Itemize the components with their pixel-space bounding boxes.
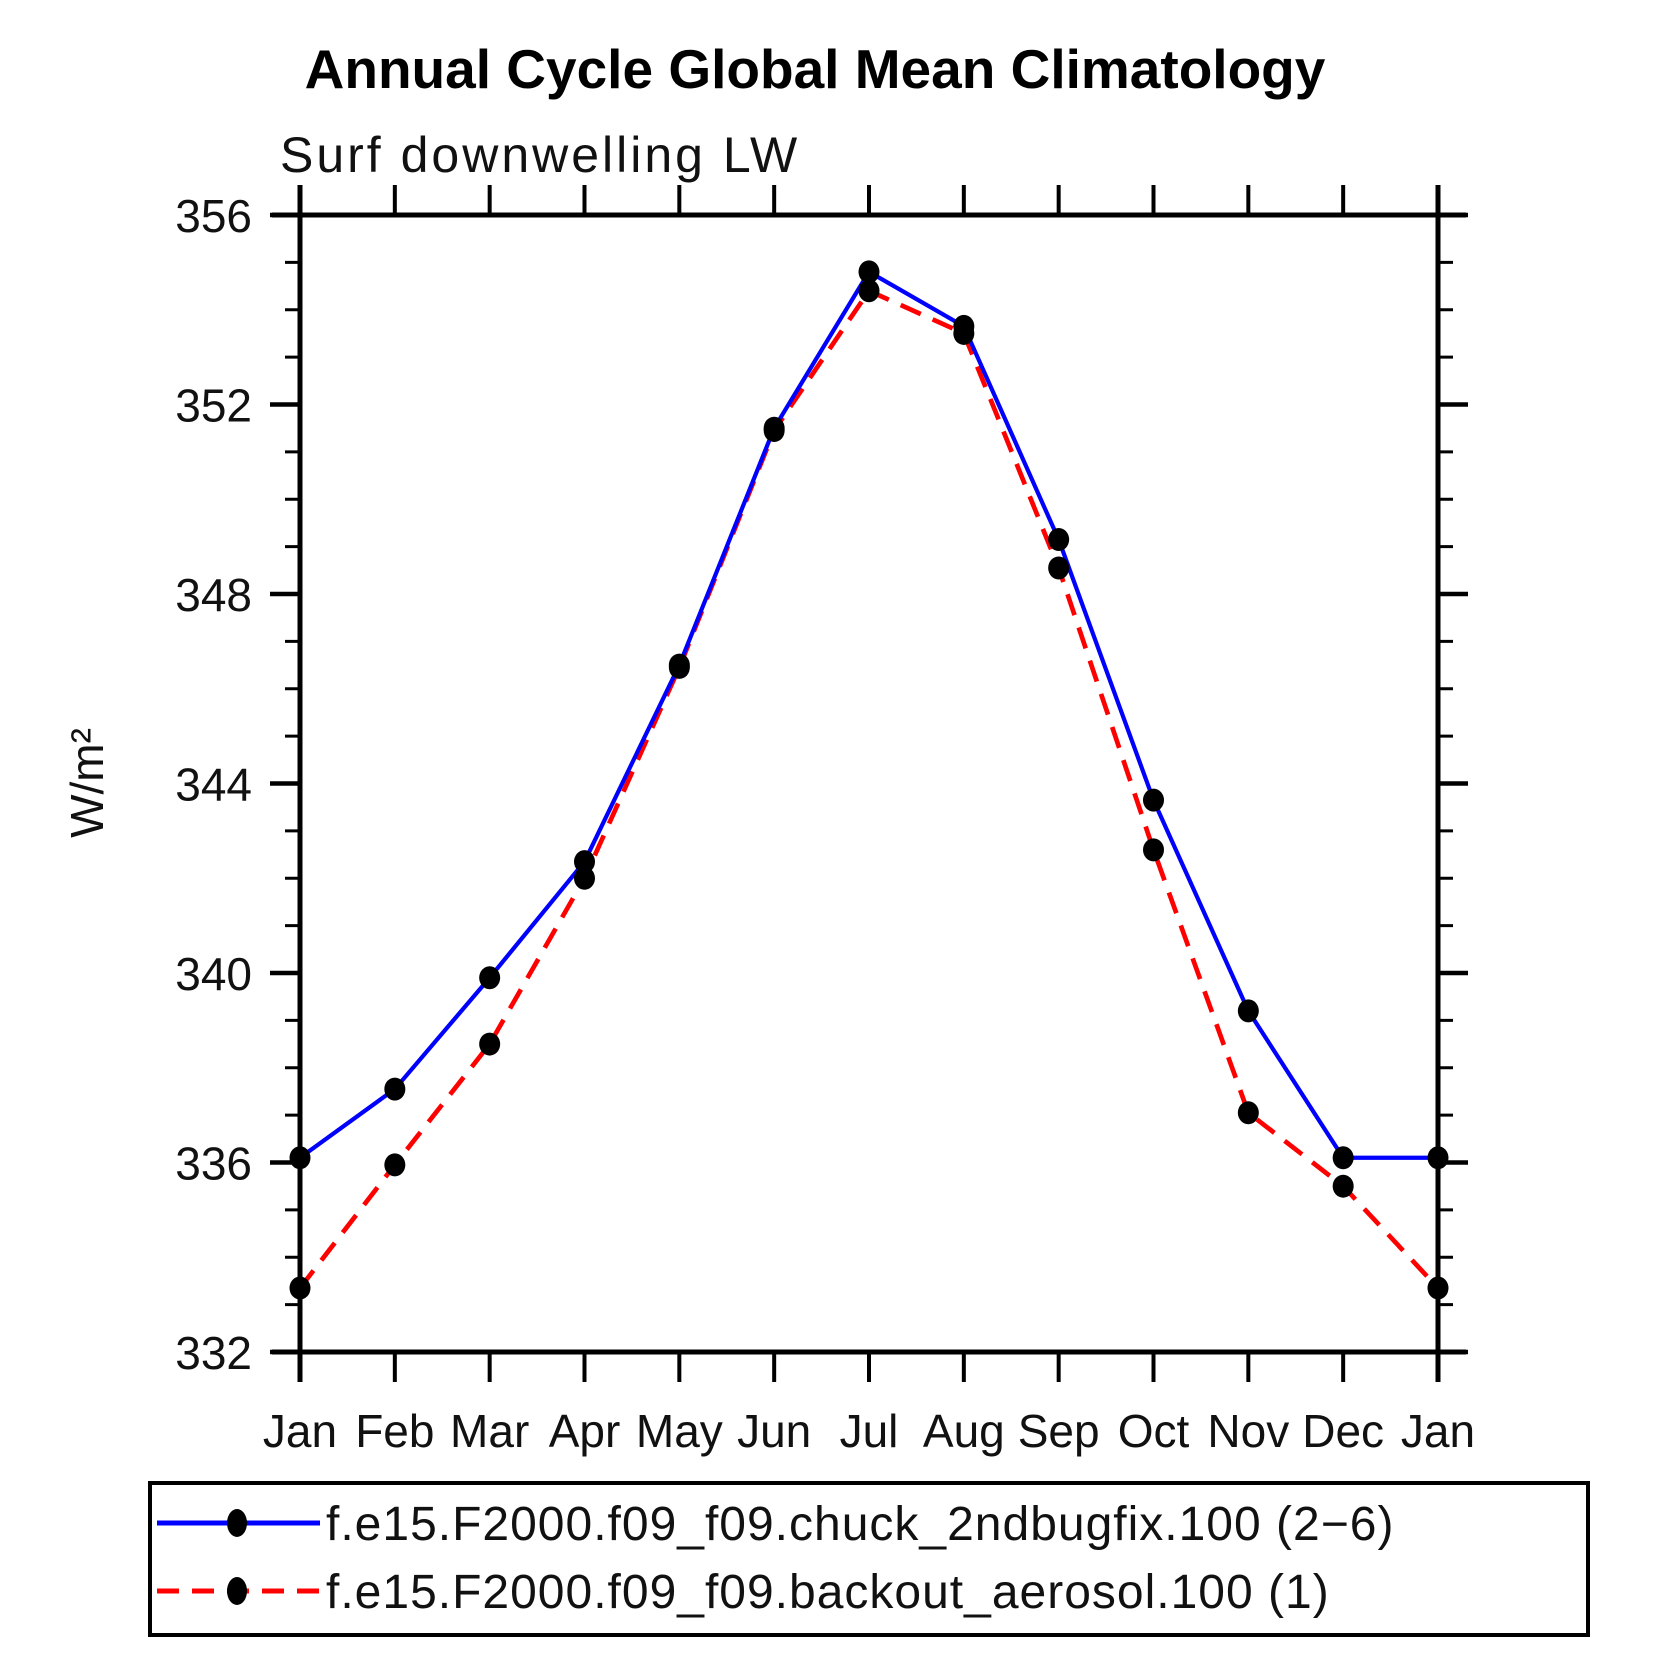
y-tick-label: 348: [175, 569, 252, 621]
data-point-markers: [289, 260, 1449, 1300]
data-point-marker: [1143, 788, 1164, 812]
x-tick-label: May: [636, 1405, 723, 1457]
legend-sample-marker: [227, 1577, 247, 1605]
x-tick-label: Oct: [1118, 1405, 1190, 1457]
data-point-marker: [1332, 1174, 1354, 1198]
y-tick-label: 356: [175, 190, 252, 242]
legend: f.e15.F2000.f09_f09.chuck_2ndbugfix.100 …: [148, 1481, 1590, 1637]
data-point-marker: [1048, 556, 1070, 580]
y-axis-title: W/m²: [61, 728, 113, 838]
data-series: [298, 269, 1440, 1290]
data-point-marker: [858, 260, 880, 284]
data-point-marker: [479, 1032, 501, 1056]
data-point-marker: [479, 966, 501, 990]
data-point-marker: [1048, 528, 1070, 552]
axis-ticks: [270, 185, 1468, 1382]
x-tick-label: Jan: [263, 1405, 337, 1457]
series-line-chuck-2ndbugfix: [298, 269, 1438, 1160]
y-tick-label: 340: [175, 948, 252, 1000]
x-tick-label: Apr: [549, 1405, 621, 1457]
data-point-marker: [1237, 999, 1259, 1023]
y-tick-label: 352: [175, 380, 252, 432]
legend-entry-label: f.e15.F2000.f09_f09.chuck_2ndbugfix.100 …: [326, 1498, 1394, 1551]
y-tick-label: 336: [175, 1138, 252, 1190]
legend-box: [148, 1481, 1590, 1637]
data-point-marker: [574, 866, 595, 890]
data-point-marker: [763, 419, 785, 443]
x-tick-label: Aug: [923, 1405, 1005, 1457]
x-tick-label: Jun: [737, 1405, 811, 1457]
legend-entry-label: f.e15.F2000.f09_f09.backout_aerosol.100 …: [326, 1566, 1330, 1619]
y-tick-label: 332: [175, 1327, 252, 1379]
chart-title: Annual Cycle Global Mean Climatology: [305, 38, 1326, 100]
y-axis-tick-labels: 356 352 348 344 340 336 332: [175, 190, 252, 1379]
series-line-backout-aerosol: [298, 288, 1440, 1290]
data-point-marker: [1427, 1146, 1449, 1170]
data-point-marker: [289, 1276, 311, 1300]
x-tick-label: Nov: [1207, 1405, 1289, 1457]
data-point-marker: [1427, 1276, 1449, 1300]
data-point-marker: [668, 655, 690, 679]
legend-sample-marker: [227, 1509, 247, 1537]
x-tick-label: Jan: [1401, 1405, 1475, 1457]
x-tick-label: Mar: [450, 1405, 529, 1457]
x-tick-label: Sep: [1018, 1405, 1100, 1457]
chart-subtitle: Surf downwelling LW: [280, 127, 800, 183]
data-point-marker: [289, 1146, 311, 1170]
plot-frame: [272, 185, 1466, 1382]
data-point-marker: [953, 321, 975, 345]
data-point-marker: [1237, 1101, 1259, 1125]
x-tick-label: Dec: [1302, 1405, 1384, 1457]
data-point-marker: [574, 850, 595, 874]
data-point-marker: [384, 1077, 406, 1101]
x-tick-label: Feb: [355, 1405, 434, 1457]
data-point-marker: [1332, 1146, 1354, 1170]
data-point-marker: [384, 1153, 406, 1177]
x-tick-label: Jul: [840, 1405, 899, 1457]
y-tick-label: 344: [175, 759, 252, 811]
data-point-marker: [858, 279, 880, 303]
data-point-marker: [1143, 838, 1164, 862]
x-axis-tick-labels: Jan Feb Mar Apr May Jun Jul Aug Sep Oct Nov Dec Jan: [263, 1405, 1475, 1457]
